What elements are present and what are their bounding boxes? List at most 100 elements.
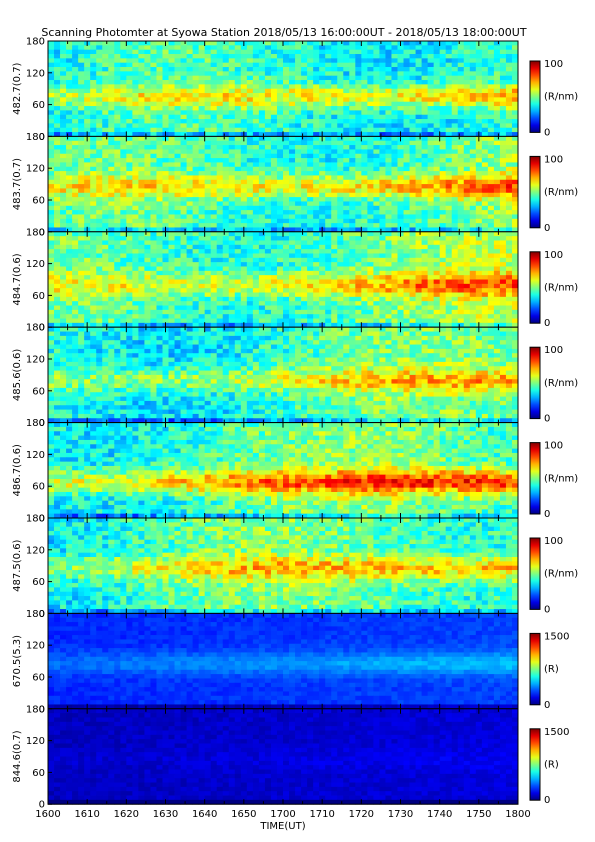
x-tick-label: 1740 [427,809,452,820]
heatmap-1 [48,41,519,137]
colorbar-min-label: 0 [544,700,550,711]
colorbar-unit-label: (R/nm) [544,378,578,389]
y-tick-label: 120 [26,164,45,175]
panel-8: 0 60 120 180 844.6(0.7) 1500 0 (R) [12,704,569,810]
panel-ylabel: 484.7(0.6) [12,253,23,305]
x-axis-label: TIME(UT) [259,821,305,832]
y-tick-label: 180 [26,323,45,334]
y-tick-label: 0 [39,514,45,525]
panel-2: 0 60 120 180 483.7(0.7) 100 0 (R/nm) [12,132,578,238]
colorbar [529,537,541,610]
colorbar-min-label: 0 [544,604,550,615]
y-tick-label: 120 [26,736,45,747]
y-tick-label: 60 [32,386,45,397]
x-tick-label: 1720 [349,809,374,820]
panel-ylabel: 486.7(0.6) [12,444,23,496]
colorbar-min-label: 0 [544,223,550,234]
colorbar-unit-label: (R/nm) [544,92,578,103]
panel-ylabel: 482.7(0.7) [12,62,23,114]
y-tick-label: 60 [32,100,45,111]
y-tick-label: 120 [26,545,45,556]
colorbar-unit-label: (R/nm) [544,187,578,198]
x-tick-label: 1610 [74,809,99,820]
colorbar-min-label: 0 [544,318,550,329]
x-tick-label: 1620 [114,809,139,820]
y-tick-label: 120 [26,259,45,270]
heatmap-7 [48,613,519,710]
colorbar [529,632,541,706]
y-tick-label: 120 [26,450,45,461]
x-tick-label: 1710 [309,809,334,820]
colorbar-max-label: 100 [544,250,563,261]
heatmap-8 [48,708,519,805]
x-tick-label: 1600 [35,809,60,820]
y-tick-label: 0 [39,132,45,143]
heatmap-6 [48,518,519,614]
chart-title: Scanning Photomter at Syowa Station 2018… [41,26,527,39]
y-tick-label: 60 [32,577,45,588]
y-tick-label: 180 [26,609,45,620]
y-tick-label: 60 [32,673,45,684]
x-tick-label: 1650 [231,809,256,820]
x-tick-label: 1640 [192,809,217,820]
y-tick-label: 0 [39,704,45,715]
colorbar-max-label: 100 [544,441,563,452]
panel-3: 0 60 120 180 484.7(0.6) 100 0 (R/nm) [12,227,578,333]
panel-4: 0 60 120 180 485.6(0.6) 100 0 (R/nm) [12,323,578,429]
panel-1: 0 60 120 180 482.7(0.7) 100 0 (R/nm) [12,37,578,143]
colorbar [529,60,541,133]
y-tick-label: 0 [39,418,45,429]
y-tick-label: 60 [32,482,45,493]
panel-ylabel: 483.7(0.7) [12,158,23,210]
panel-ylabel: 670.5(5.3) [12,635,23,687]
panel-ylabel: 487.5(0.6) [12,539,23,591]
colorbar-unit-label: (R) [544,760,559,771]
y-tick-label: 120 [26,641,45,652]
colorbar-min-label: 0 [544,127,550,138]
colorbar-unit-label: (R/nm) [544,569,578,580]
colorbar [529,251,541,324]
colorbar-unit-label: (R) [544,664,559,675]
colorbar [529,155,541,229]
colorbar-min-label: 0 [544,509,550,520]
colorbar-unit-label: (R/nm) [544,283,578,294]
heatmap-5 [48,422,519,519]
y-tick-label: 180 [26,418,45,429]
panel-7: 0 60 120 180 670.5(5.3) 1500 0 (R) [12,609,569,715]
colorbar-max-label: 1500 [544,631,569,642]
x-tick-label: 1630 [153,809,178,820]
heatmap-3 [48,231,519,328]
colorbar-min-label: 0 [544,414,550,425]
x-tick-label: 1730 [388,809,413,820]
y-tick-label: 180 [26,514,45,525]
colorbar-max-label: 1500 [544,727,569,738]
colorbar-unit-label: (R/nm) [544,473,578,484]
y-tick-label: 120 [26,68,45,79]
colorbar [529,346,541,420]
y-tick-label: 0 [39,323,45,334]
y-tick-label: 60 [32,768,45,779]
y-tick-label: 0 [39,609,45,620]
x-tick-label: 1750 [466,809,491,820]
y-tick-label: 180 [26,37,45,48]
y-tick-label: 0 [39,227,45,238]
colorbar-max-label: 100 [544,59,563,70]
y-tick-label: 60 [32,196,45,207]
panel-5: 0 60 120 180 486.7(0.6) 100 0 (R/nm) [12,418,578,524]
heatmap-4 [48,327,519,423]
colorbar [529,442,541,515]
y-tick-label: 180 [26,132,45,143]
y-tick-label: 120 [26,355,45,366]
colorbar-min-label: 0 [544,795,550,806]
panel-ylabel: 844.6(0.7) [12,730,23,782]
y-tick-label: 180 [26,704,45,715]
panel-6: 0 60 120 180 487.5(0.6) 100 0 (R/nm) [12,514,578,620]
x-tick-label: 1800 [505,809,530,820]
colorbar-max-label: 100 [544,345,563,356]
colorbar [529,728,541,801]
colorbar-max-label: 100 [544,536,563,547]
x-tick-label: 1700 [270,809,295,820]
y-tick-label: 60 [32,291,45,302]
y-tick-label: 0 [39,800,45,811]
